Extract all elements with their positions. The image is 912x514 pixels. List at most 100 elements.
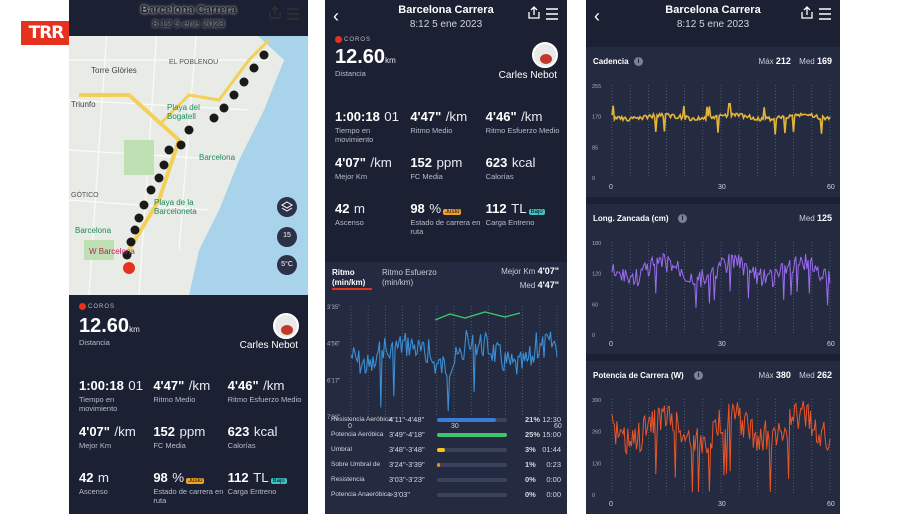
metrics-header: ‹ Barcelona Carrera 8:12 5 ene 2023 bbox=[586, 0, 840, 36]
zone-name: Potencia Anaeróbica bbox=[331, 491, 391, 498]
avg-label: Med bbox=[799, 214, 815, 223]
stats-grid: 1:00:18 01 Tiempo en movimiento 4'47" /km R… bbox=[79, 377, 302, 505]
zone-time: 01:44 bbox=[542, 445, 561, 454]
stat-label: Tiempo en movimiento bbox=[335, 126, 374, 144]
tab-pace[interactable]: Ritmo (min/km) bbox=[332, 268, 372, 290]
info-icon[interactable]: i bbox=[634, 57, 643, 66]
stat-cell: 42 m Ascenso bbox=[335, 200, 410, 234]
zone-bar bbox=[437, 448, 507, 452]
x-tick-label: 60 bbox=[827, 341, 835, 348]
map-layers-button[interactable] bbox=[277, 197, 297, 217]
stat-unit: m bbox=[353, 201, 366, 216]
tab-effort-pace[interactable]: Ritmo Esfuerzo (min/km) bbox=[382, 268, 437, 287]
summary-card: COROS 12.60km Distancia Carles Nebot 1:0… bbox=[325, 36, 567, 258]
summary-screen: EL POBLENOU Torre Glòries Triunfo Playa … bbox=[69, 0, 308, 514]
stat-value: 112 bbox=[227, 470, 249, 485]
zone-row[interactable]: Sobre Umbral de 3'24"-3'39" 1% 0:23 bbox=[331, 459, 561, 471]
share-icon[interactable] bbox=[800, 6, 814, 20]
menu-icon[interactable] bbox=[545, 8, 559, 20]
map-label-triunfo: Triunfo bbox=[71, 100, 96, 109]
stat-unit: 01 bbox=[128, 378, 144, 393]
zone-name: Umbral bbox=[331, 446, 352, 453]
map-label-barcelona-2: Barcelona bbox=[75, 226, 112, 235]
zone-row[interactable]: Potencia Anaeróbica >3'03" 0% 0:00 bbox=[331, 489, 561, 501]
stride-chart[interactable]: 180 120 60 0 0 30 60 bbox=[586, 234, 840, 354]
stat-unit: ppm bbox=[436, 155, 463, 170]
route-map[interactable]: EL POBLENOU Torre Glòries Triunfo Playa … bbox=[69, 0, 308, 295]
avatar[interactable] bbox=[532, 42, 558, 68]
map-label-w-barcelona: W Barcelona bbox=[89, 247, 135, 256]
stat-label: FC Media bbox=[410, 172, 443, 181]
stat-unit: TL bbox=[253, 470, 269, 485]
user-name: Carles Nebot bbox=[239, 340, 298, 351]
stat-value: 4'46" bbox=[485, 109, 517, 124]
wind-control[interactable]: 15 bbox=[283, 232, 291, 239]
x-tick-label: 60 bbox=[827, 184, 835, 191]
avatar[interactable] bbox=[273, 313, 299, 339]
layers-icon bbox=[281, 201, 293, 212]
avg-pace: Med 4'47" bbox=[519, 280, 559, 290]
stat-unit: TL bbox=[511, 201, 527, 216]
menu-icon[interactable] bbox=[818, 8, 832, 20]
cadence-series-line bbox=[611, 102, 831, 135]
stat-cell: 112 TL Bajo Carga Entreno bbox=[228, 469, 302, 503]
stat-value: 1:00:18 bbox=[335, 109, 380, 124]
stat-cell: 112 TL Bajo Carga Entreno bbox=[486, 200, 561, 234]
back-button[interactable]: ‹ bbox=[333, 6, 339, 26]
activity-title: Barcelona Carrera bbox=[398, 4, 494, 16]
back-button[interactable]: ‹ bbox=[77, 6, 83, 26]
zone-row[interactable]: Potencia Aeróbica 3'49"-4'18" 25% 15:00 bbox=[331, 429, 561, 441]
stat-value: 4'07" bbox=[335, 155, 366, 170]
stat-unit: /km bbox=[114, 424, 136, 439]
pace-series-line bbox=[350, 329, 558, 412]
info-icon[interactable]: i bbox=[678, 214, 687, 223]
zone-range: 3'24"-3'39" bbox=[389, 460, 425, 469]
map-label-barceloneta: Playa de la Barceloneta bbox=[154, 198, 197, 216]
coros-logo: COROS bbox=[79, 303, 115, 310]
stat-value: 42 bbox=[335, 201, 350, 216]
power-chart[interactable]: 390 260 130 0 0 30 60 bbox=[586, 391, 840, 514]
cadence-chart[interactable]: 255 170 85 0 0 30 60 bbox=[586, 77, 840, 197]
user-name: Carles Nebot bbox=[498, 70, 557, 81]
temp-control[interactable]: 5°C bbox=[281, 261, 293, 268]
pace-fast-segment bbox=[434, 311, 521, 321]
zone-time: 12:30 bbox=[542, 415, 561, 424]
stat-unit: 01 bbox=[384, 109, 400, 124]
x-tick-label: 30 bbox=[451, 423, 459, 430]
stat-unit: ppm bbox=[179, 424, 206, 439]
avg-label: Med bbox=[799, 57, 815, 66]
distance-unit: km bbox=[129, 325, 140, 334]
stride-series-line bbox=[611, 252, 831, 308]
max-value: 380 bbox=[775, 370, 791, 380]
avg-value: 169 bbox=[816, 56, 832, 66]
info-icon[interactable]: i bbox=[694, 371, 703, 380]
stat-value: 152 bbox=[410, 155, 433, 170]
back-button[interactable]: ‹ bbox=[594, 6, 600, 26]
menu-icon[interactable] bbox=[286, 8, 300, 20]
zone-row[interactable]: Resistencia Aeróbica 4'11"-4'48" 21% 12:30 bbox=[331, 414, 561, 426]
zone-percent: 1% bbox=[525, 460, 536, 469]
activity-date: 8:12 5 ene 2023 bbox=[152, 19, 225, 30]
zone-row[interactable]: Umbral 3'48"-3'48" 3% 01:44 bbox=[331, 444, 561, 456]
stat-unit: % bbox=[429, 201, 442, 216]
stat-label: Mejor Km bbox=[335, 172, 368, 181]
zones-list: Resistencia Aeróbica 4'11"-4'48" 21% 12:30 P… bbox=[325, 414, 567, 510]
pace-chart[interactable]: 3'35" 4'56" 6'17" 7'38" 0 30 60 bbox=[325, 298, 567, 443]
max-label: Máx bbox=[758, 371, 774, 380]
share-icon[interactable] bbox=[268, 6, 282, 20]
zone-bar-fill bbox=[437, 463, 440, 467]
map-label-barcelona: Barcelona bbox=[199, 153, 236, 162]
zone-bar-fill bbox=[437, 418, 496, 422]
stat-label: Estado de carrera en ruta bbox=[410, 218, 481, 236]
max-value: 212 bbox=[775, 56, 791, 66]
share-icon[interactable] bbox=[527, 6, 541, 20]
stat-label: Ascenso bbox=[335, 218, 364, 227]
max-label: Máx bbox=[758, 57, 774, 66]
status-badge: Justo bbox=[443, 209, 462, 215]
zone-bar bbox=[437, 493, 507, 497]
zone-percent: 0% bbox=[525, 475, 536, 484]
map-label-poblenou: EL POBLENOU bbox=[169, 59, 219, 66]
y-tick-label: 260 bbox=[592, 430, 601, 436]
zone-row[interactable]: Resistencia 3'03"-3'23" 0% 0:00 bbox=[331, 474, 561, 486]
